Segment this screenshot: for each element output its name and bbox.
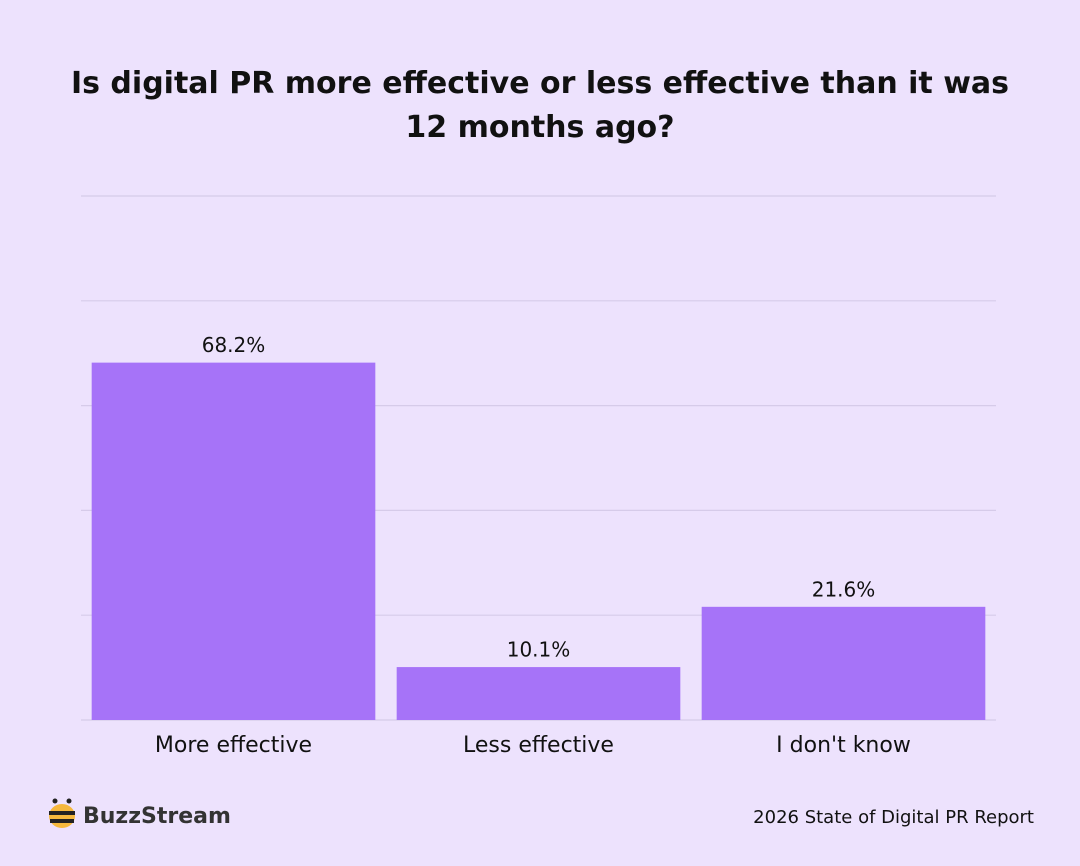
value-label: 10.1% [507,638,571,662]
bar [91,362,376,720]
bar [396,667,681,720]
x-tick-label: Less effective [463,733,614,758]
value-label: 21.6% [812,577,876,601]
source: 2026 State of Digital PR Report [753,807,1034,828]
x-tick-label: I don't know [776,733,911,758]
x-tick-label: More effective [155,733,312,758]
chart-title: Is digital PR more effective or less eff… [70,66,1010,145]
bar [701,606,986,720]
value-label: 68.2% [202,333,266,357]
brand: BuzzStream [83,804,231,829]
logo-icon [49,798,75,828]
